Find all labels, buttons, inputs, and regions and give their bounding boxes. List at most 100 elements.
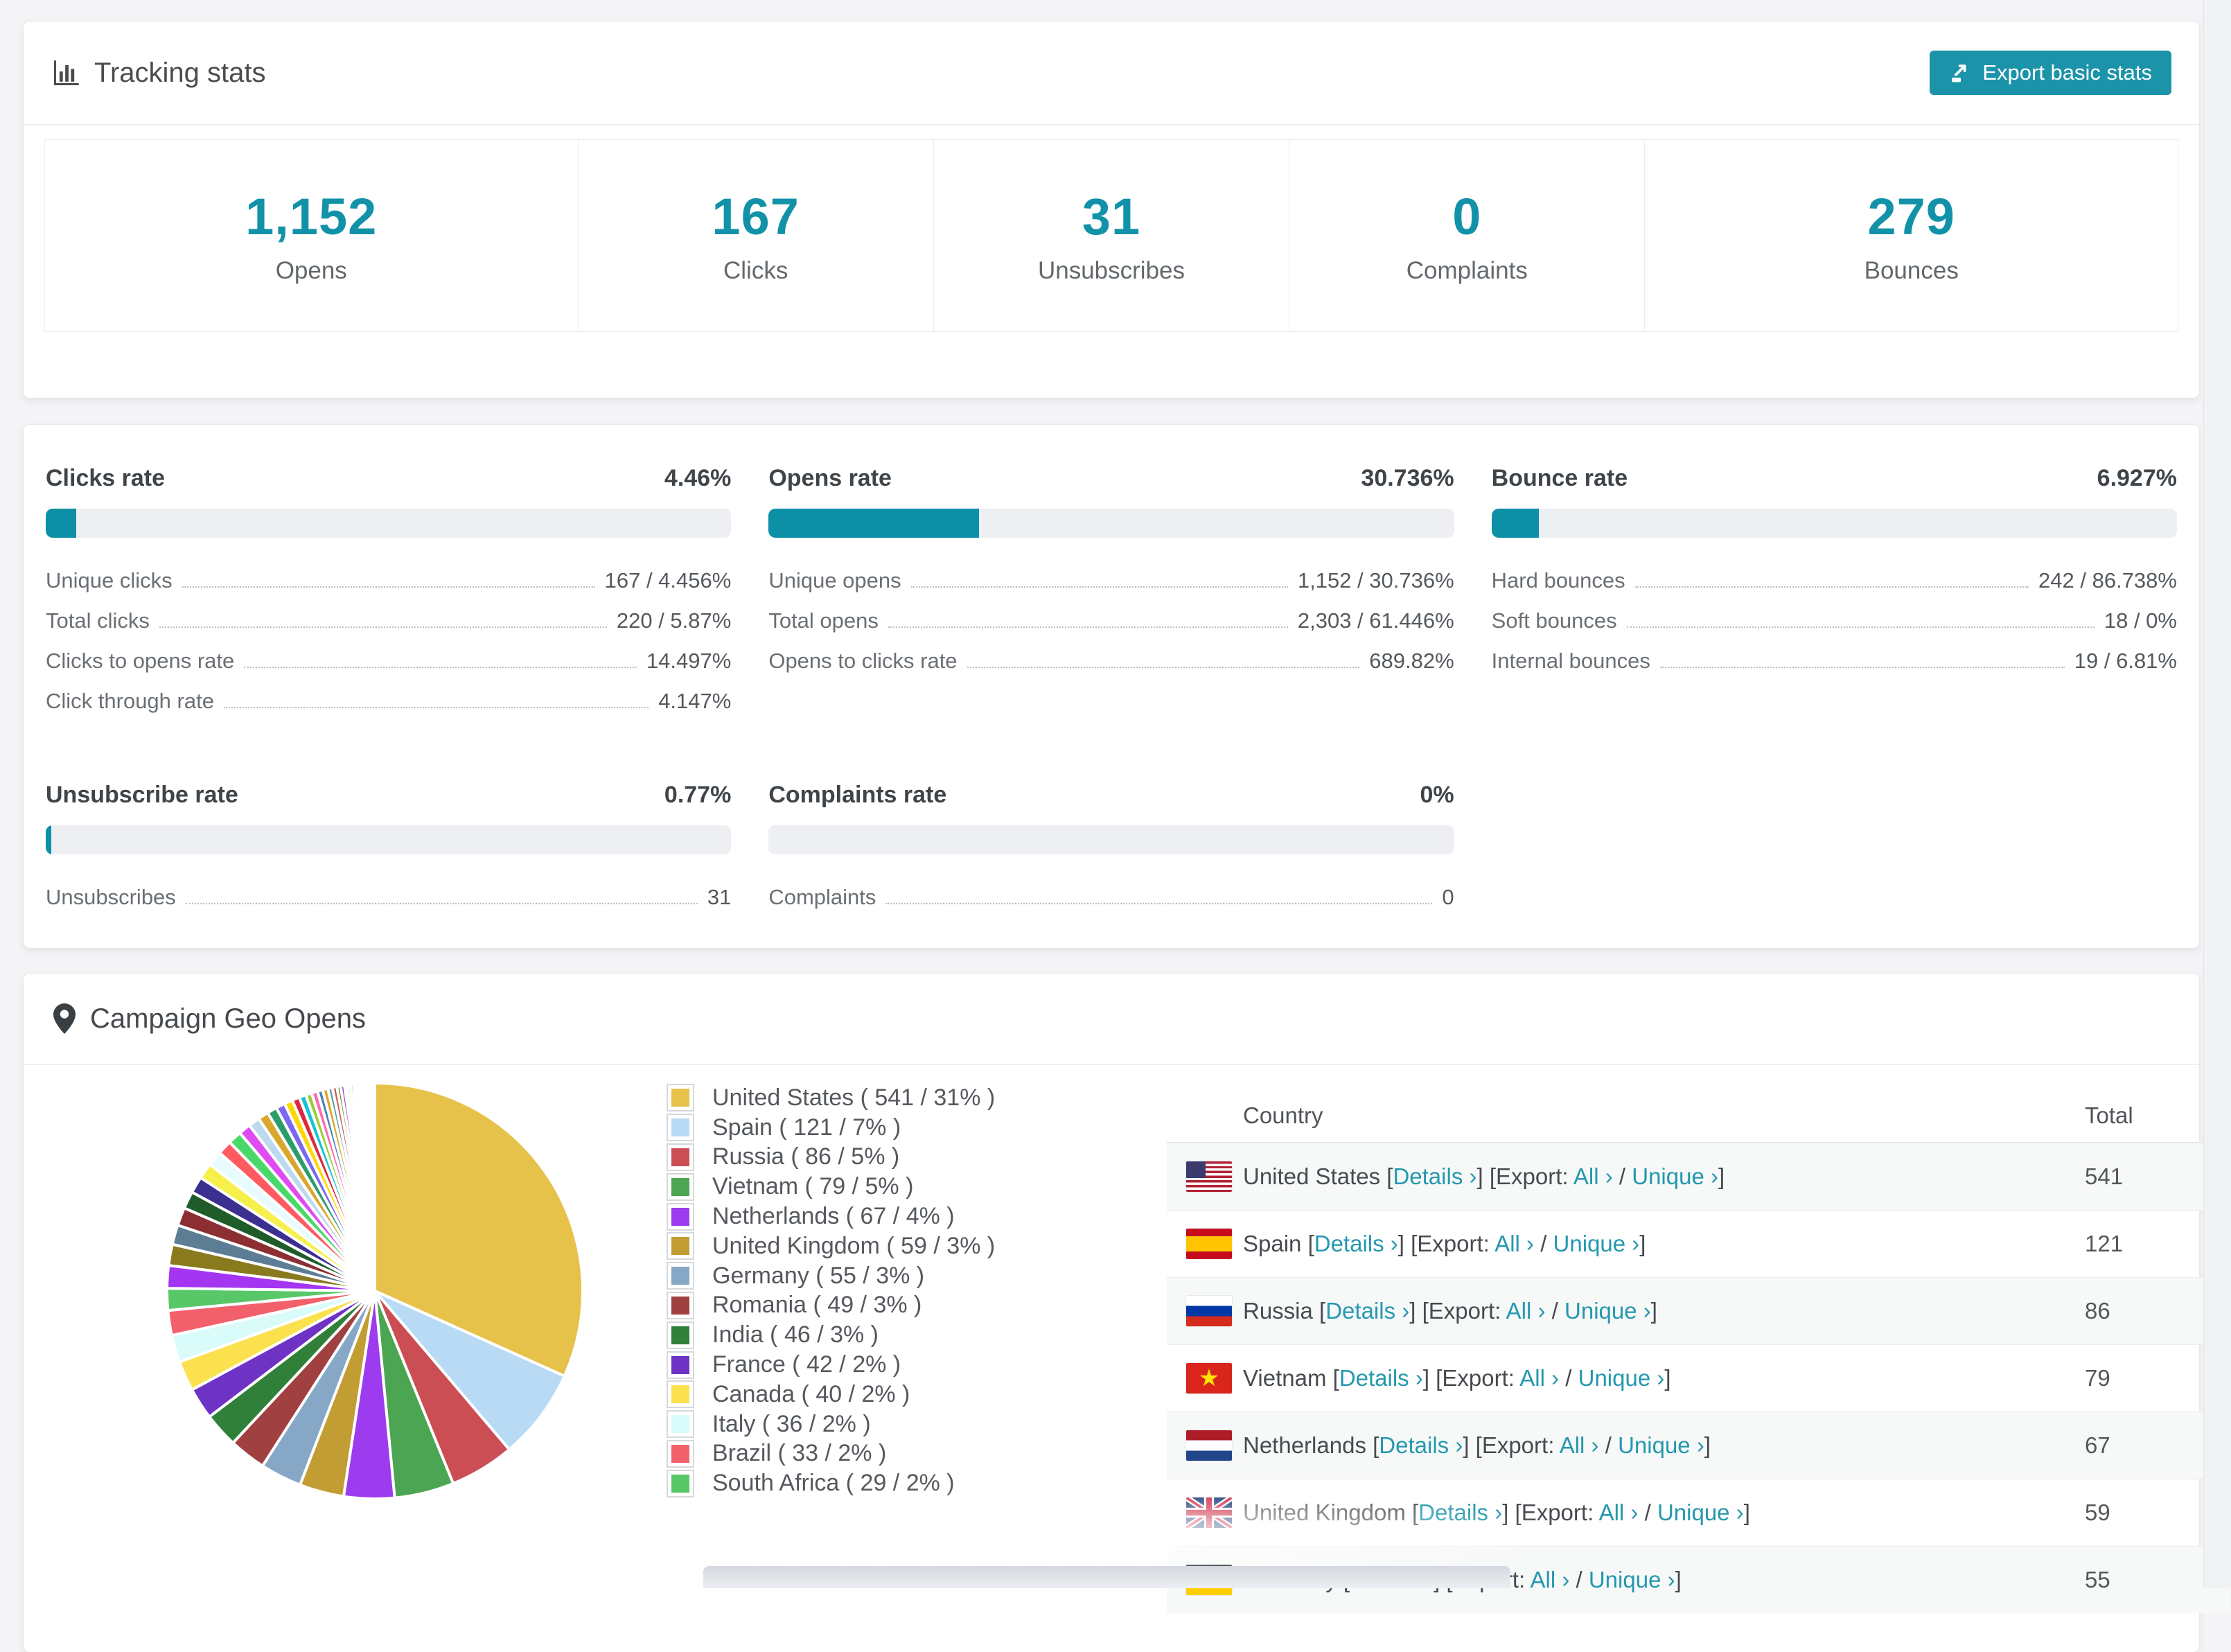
- export-all-link[interactable]: All ›: [1519, 1365, 1560, 1391]
- stat-row-label: Unique opens: [768, 568, 901, 592]
- legend-swatch: [667, 1232, 694, 1260]
- table-row-spain: Spain [Details ›] [Export: All › / Uniqu…: [1167, 1210, 2230, 1277]
- pie-legend: United States ( 541 / 31% ) Spain ( 121 /…: [667, 1083, 995, 1498]
- star-icon: ★: [1198, 1365, 1220, 1391]
- progress-bar-track: [768, 509, 1454, 538]
- rates-grid: Clicks rate 4.46% Unique clicks 167 / 4.456…: [24, 425, 2199, 914]
- page-title: Tracking stats: [94, 57, 266, 88]
- rate-value: 4.46%: [664, 465, 732, 491]
- country-name: Spain: [1243, 1231, 1308, 1256]
- legend-item-spain[interactable]: Spain ( 121 / 7% ): [667, 1113, 995, 1143]
- progress-bar-fill: [1491, 509, 1540, 538]
- export-basic-stats-button[interactable]: Export basic stats: [1930, 51, 2171, 95]
- legend-label: Netherlands ( 67 / 4% ): [712, 1203, 955, 1230]
- column-header-country: Country: [1243, 1102, 1323, 1128]
- details-link[interactable]: Details ›: [1379, 1432, 1463, 1458]
- country-cell: Spain [Details ›] [Export: All › / Uniqu…: [1243, 1231, 1646, 1257]
- legend-item-italy[interactable]: Italy ( 36 / 2% ): [667, 1409, 995, 1439]
- legend-label: United States ( 541 / 31% ): [712, 1084, 996, 1111]
- export-all-link[interactable]: All ›: [1598, 1500, 1639, 1525]
- tracking-stats-page: { "header": { "title": "Tracking stats",…: [23, 0, 2231, 1652]
- geo-title: Campaign Geo Opens: [90, 1003, 367, 1034]
- tracking-stats-card: Tracking stats Export basic stats 1,152 O…: [23, 21, 2200, 398]
- stat-row-value: 167 / 4.456%: [604, 568, 732, 592]
- legend-item-united-kingdom[interactable]: United Kingdom ( 59 / 3% ): [667, 1231, 995, 1261]
- rate-title: Clicks rate: [46, 465, 165, 491]
- rate-value: 0.77%: [664, 782, 732, 808]
- details-link[interactable]: Details ›: [1393, 1163, 1477, 1189]
- country-cell: Vietnam [Details ›] [Export: All › / Uni…: [1243, 1365, 1671, 1391]
- summary-box-bounces: 279 Bounces: [1644, 139, 2178, 332]
- rate-head-complaints: Complaints rate 0%: [768, 782, 1454, 809]
- country-name: Netherlands: [1243, 1432, 1373, 1458]
- vertical-scrollbar-track[interactable]: [2203, 0, 2231, 1588]
- bracket: ]: [1675, 1567, 1682, 1592]
- details-link[interactable]: Details ›: [1339, 1365, 1423, 1391]
- export-unique-link[interactable]: Unique ›: [1618, 1432, 1704, 1458]
- rate-title: Complaints rate: [768, 782, 947, 808]
- legend-item-vietnam[interactable]: Vietnam ( 79 / 5% ): [667, 1172, 995, 1202]
- stat-row-label: Complaints: [768, 885, 876, 909]
- dotted-leader: [967, 667, 1360, 668]
- rates-card: Clicks rate 4.46% Unique clicks 167 / 4.456…: [23, 424, 2200, 949]
- export-unique-link[interactable]: Unique ›: [1632, 1163, 1718, 1189]
- total-cell: 541: [2085, 1163, 2124, 1189]
- summary-box-opens: 1,152 Opens: [44, 139, 579, 332]
- stat-row-label: Hard bounces: [1491, 568, 1625, 592]
- export-unique-link[interactable]: Unique ›: [1588, 1567, 1675, 1592]
- details-link[interactable]: Details ›: [1314, 1231, 1398, 1256]
- summary-value: 1,152: [245, 187, 378, 245]
- legend-item-netherlands[interactable]: Netherlands ( 67 / 4% ): [667, 1202, 995, 1231]
- legend-item-canada[interactable]: Canada ( 40 / 2% ): [667, 1380, 995, 1409]
- stat-row-value: 1,152 / 30.736%: [1297, 568, 1454, 592]
- dotted-leader: [185, 903, 698, 904]
- legend-swatch: [667, 1114, 694, 1142]
- rate-block-bounce: Bounce rate 6.927% Hard bounces 242 / 86.73…: [1491, 465, 2177, 718]
- export-unique-link[interactable]: Unique ›: [1657, 1500, 1744, 1525]
- bracket: ] [Export:: [1476, 1163, 1573, 1189]
- export-all-link[interactable]: All ›: [1506, 1298, 1546, 1324]
- stat-row-label: Click through rate: [46, 689, 214, 713]
- legend-item-germany[interactable]: Germany ( 55 / 3% ): [667, 1261, 995, 1291]
- dotted-leader: [885, 903, 1433, 904]
- export-unique-link[interactable]: Unique ›: [1553, 1231, 1640, 1256]
- export-button-label: Export basic stats: [1982, 60, 2152, 85]
- stat-row-label: Clicks to opens rate: [46, 649, 235, 673]
- export-unique-link[interactable]: Unique ›: [1578, 1365, 1665, 1391]
- details-link[interactable]: Details ›: [1325, 1298, 1410, 1324]
- stat-row-label: Soft bounces: [1491, 608, 1617, 633]
- progress-bar-fill: [768, 509, 980, 538]
- horizontal-scrollbar[interactable]: [703, 1566, 1510, 1588]
- rate-rows: Hard bounces 242 / 86.738% Soft bounces 18 …: [1492, 557, 2177, 678]
- stat-row-label: Total opens: [768, 608, 879, 633]
- legend-item-russia[interactable]: Russia ( 86 / 5% ): [667, 1143, 995, 1172]
- legend-swatch: [667, 1291, 694, 1319]
- stat-row: Opens to clicks rate 689.82%: [768, 638, 1454, 678]
- progress-bar-track: [768, 825, 1454, 854]
- tracking-stats-header: Tracking stats Export basic stats: [24, 21, 2199, 125]
- progress-bar-fill: [46, 825, 51, 854]
- bracket: ]: [1743, 1500, 1750, 1525]
- export-all-link[interactable]: All ›: [1494, 1231, 1535, 1256]
- legend-item-brazil[interactable]: Brazil ( 33 / 2% ): [667, 1439, 995, 1469]
- dotted-leader: [244, 667, 637, 668]
- legend-swatch: [667, 1380, 694, 1409]
- export-all-link[interactable]: All ›: [1573, 1163, 1613, 1189]
- slash: /: [1534, 1231, 1553, 1256]
- bracket: ]: [1650, 1298, 1657, 1324]
- legend-item-france[interactable]: France ( 42 / 2% ): [667, 1350, 995, 1380]
- legend-item-india[interactable]: India ( 46 / 3% ): [667, 1320, 995, 1350]
- dotted-leader: [223, 707, 649, 708]
- rate-rows: Unique opens 1,152 / 30.736% Total opens 2,…: [768, 557, 1454, 678]
- legend-label: Russia ( 86 / 5% ): [712, 1143, 900, 1170]
- export-all-link[interactable]: All ›: [1559, 1432, 1599, 1458]
- export-unique-link[interactable]: Unique ›: [1564, 1298, 1651, 1324]
- summary-label: Bounces: [1864, 256, 1959, 284]
- rate-block-opens: Opens rate 30.736% Unique opens 1,152 / 30.…: [768, 465, 1454, 718]
- bracket: [: [1332, 1365, 1339, 1391]
- dotted-leader: [1659, 667, 2065, 668]
- legend-item-romania[interactable]: Romania ( 49 / 3% ): [667, 1291, 995, 1321]
- legend-item-united-states[interactable]: United States ( 541 / 31% ): [667, 1083, 995, 1113]
- country-name: United States: [1243, 1163, 1387, 1189]
- stat-row-value: 4.147%: [658, 689, 732, 713]
